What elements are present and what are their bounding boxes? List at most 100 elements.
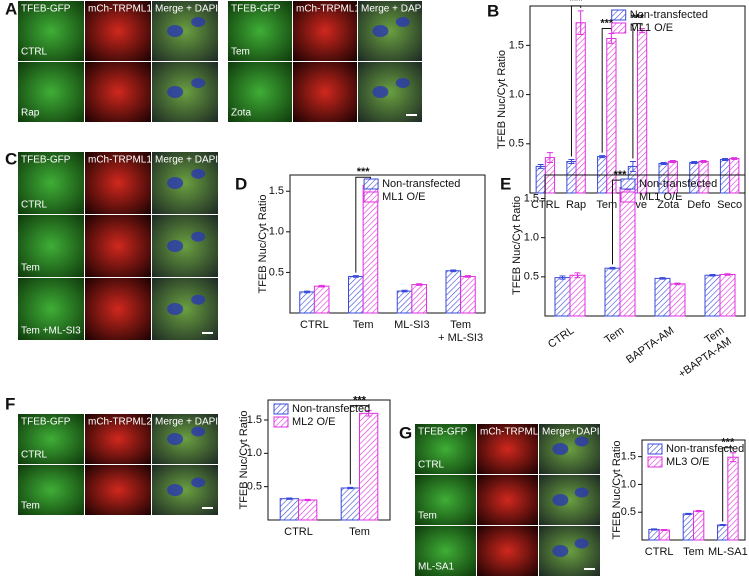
x-tick-label: Tem [683, 546, 704, 558]
row-label: CTRL [21, 200, 48, 211]
column-label: mCh-TRPML2 [88, 417, 152, 428]
plot-frame [267, 399, 391, 521]
micrograph [228, 1, 292, 61]
x-tick-label: Tem+BAPTA-AM [669, 325, 734, 381]
legend-label: Non-transfected [382, 178, 460, 190]
panel-letter: D [235, 174, 247, 193]
legend-label: Non-transfected [630, 9, 708, 21]
micrograph [18, 278, 84, 340]
nucleus [552, 545, 569, 557]
legend-label: Non-transfected [666, 443, 744, 455]
column-label: TFEB-GFP [418, 427, 468, 438]
error-bar [609, 266, 616, 270]
micrograph [152, 465, 218, 515]
bar [693, 510, 705, 541]
micrograph [18, 1, 84, 61]
panel-letter: E [500, 174, 511, 193]
error-bar [304, 290, 311, 294]
error-bar [691, 161, 698, 164]
y-tick-label: 1.5 [269, 185, 284, 197]
x-tick-label: ML-SI3 [394, 319, 429, 331]
y-tick-label: 1.0 [621, 478, 636, 490]
nucleus [191, 426, 206, 437]
bar [460, 275, 476, 314]
y-axis-label: TFEB Nuc/Cyt Ratio [611, 440, 623, 539]
error-bar [661, 528, 668, 532]
column-label: mCh-TRPML1 [88, 4, 152, 15]
row-label: CTRL [21, 450, 48, 461]
micrograph [18, 152, 84, 214]
y-tick-label: 1.0 [524, 232, 539, 244]
micrograph [152, 278, 218, 340]
column-label: TFEB-GFP [231, 4, 281, 15]
x-tick-label: Tem [596, 199, 617, 211]
error-bar [318, 284, 325, 288]
column-label: mCh-TRPML1 [296, 4, 360, 15]
y-tick-label: 1.5 [524, 192, 539, 204]
bar [299, 291, 315, 314]
micrograph [477, 424, 538, 474]
bar [704, 274, 721, 317]
row-label: Zota [231, 108, 251, 119]
nucleus [395, 78, 410, 88]
bar [637, 30, 648, 194]
error-bar [568, 159, 575, 164]
column-label: TFEB-GFP [21, 155, 71, 166]
nucleus [395, 17, 410, 27]
nucleus [372, 86, 389, 98]
micrograph [228, 62, 292, 122]
y-axis-label: TFEB Nuc/Cyt Ratio [257, 194, 269, 293]
row-label: Tem [21, 263, 40, 274]
legend-label: ML3 O/E [666, 456, 709, 468]
bar [535, 165, 546, 194]
x-tick-label: Rap [566, 199, 586, 211]
micrograph [85, 465, 151, 515]
error-bar [286, 497, 293, 500]
error-bar [416, 283, 423, 286]
micrograph [18, 62, 84, 122]
y-axis-label: TFEB Nuc/Cyt Ratio [511, 196, 523, 295]
panel-letter: C [5, 149, 17, 168]
column-label: mCh-TRPML1 [88, 155, 152, 166]
error-bar [729, 452, 736, 463]
plot-frame [289, 174, 486, 314]
row-label: Tem +ML-SI3 [21, 326, 81, 337]
error-bar [700, 160, 707, 163]
error-bar [685, 512, 692, 515]
row-label: CTRL [21, 47, 48, 58]
error-bar [674, 282, 681, 286]
bar [575, 22, 586, 194]
x-tick-label: CTRL [645, 546, 674, 558]
bar [348, 275, 364, 314]
y-tick-label: 1.5 [247, 414, 262, 426]
micrograph [415, 424, 476, 474]
nucleus [552, 443, 569, 455]
significance-bracket [722, 447, 734, 522]
y-tick-label: 0.5 [247, 481, 262, 493]
micrograph [539, 424, 600, 474]
micrograph [85, 278, 151, 340]
significance-label: *** [614, 169, 628, 181]
panel-letter: F [5, 394, 15, 413]
bar [717, 524, 729, 541]
row-label: Tem [418, 511, 437, 522]
bar [619, 187, 636, 317]
bar [719, 159, 731, 194]
y-tick-label: 1.5 [509, 39, 524, 51]
legend-swatch [273, 416, 289, 428]
y-axis-label: TFEB Nuc/Cyt Ratio [496, 50, 508, 149]
error-bar [559, 275, 566, 280]
error-bar [599, 155, 606, 159]
nucleus [191, 477, 206, 488]
significance-bracket [632, 23, 643, 159]
bar [396, 290, 413, 314]
bar [569, 274, 586, 317]
significance-bracket [355, 176, 371, 273]
x-tick-label: BAPTA-AM [624, 325, 676, 367]
micrograph [358, 62, 422, 122]
legend-label: Non-transfected [639, 178, 717, 190]
bar [648, 528, 660, 541]
bar [682, 513, 695, 541]
